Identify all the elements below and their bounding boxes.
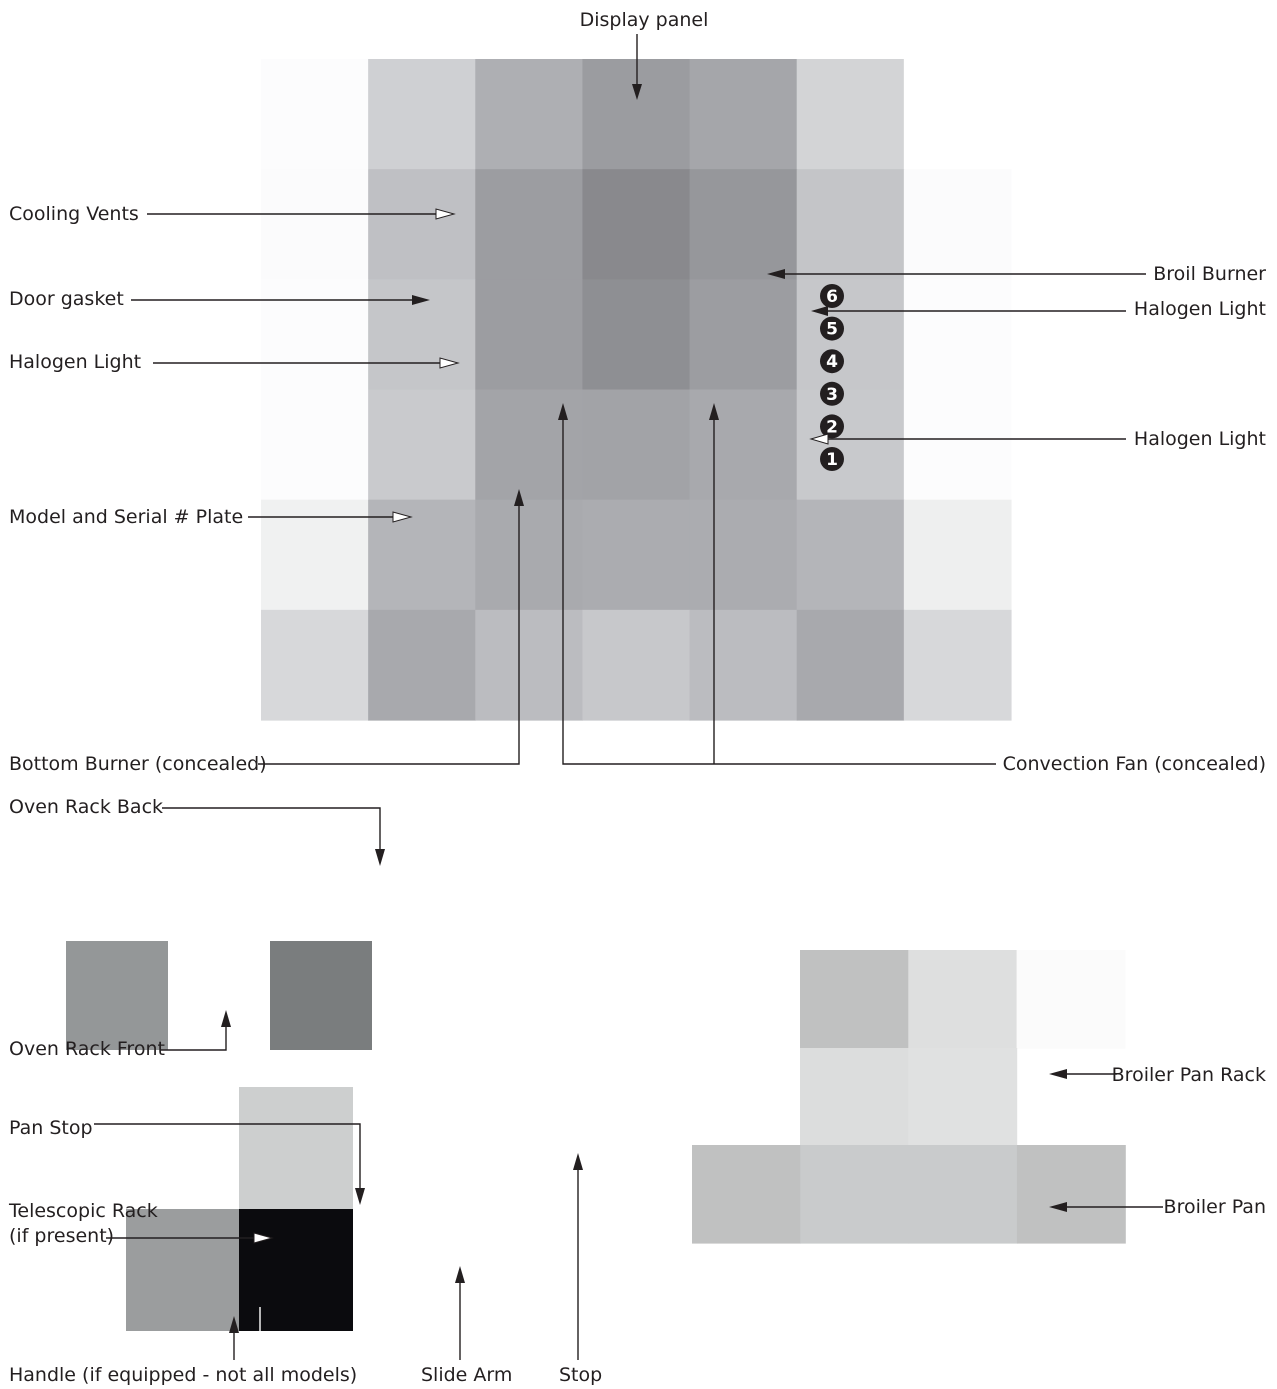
oven-tile xyxy=(261,609,369,721)
svg-text:6: 6 xyxy=(826,287,838,307)
label-halogen-light-right-top: Halogen Light xyxy=(1134,298,1266,320)
oven-tile xyxy=(903,389,1012,501)
oven-tile xyxy=(368,59,476,170)
rack-position-badge: 4 xyxy=(820,349,844,374)
oven-tile xyxy=(796,279,905,391)
oven-tile xyxy=(261,279,369,391)
oven-tile xyxy=(582,279,691,391)
oven-tile xyxy=(796,169,905,280)
label-pan-stop: Pan Stop xyxy=(9,1117,93,1139)
label-halogen-light-right-bottom: Halogen Light xyxy=(1134,428,1266,450)
svg-text:4: 4 xyxy=(826,352,838,372)
label-oven-rack-back: Oven Rack Back xyxy=(9,796,163,818)
telescopic-rack-image-left xyxy=(126,1209,239,1331)
broiler-tile xyxy=(1016,950,1126,1049)
broiler-tile xyxy=(908,950,1018,1049)
label-broiler-pan: Broiler Pan xyxy=(1164,1196,1266,1218)
label-halogen-light-left: Halogen Light xyxy=(9,351,141,373)
oven-tile xyxy=(368,389,476,501)
label-broil-burner: Broil Burner xyxy=(1153,263,1266,285)
oven-tile xyxy=(261,499,369,611)
label-broiler-pan-rack: Broiler Pan Rack xyxy=(1112,1064,1266,1086)
telescopic-rack-image-top xyxy=(239,1087,353,1209)
oven-tile xyxy=(796,389,905,501)
oven-rack-image-left xyxy=(66,941,168,1050)
telescopic-rack-image-right xyxy=(239,1209,353,1331)
oven-tile xyxy=(796,59,905,170)
label-slide-arm: Slide Arm xyxy=(421,1364,512,1386)
oven-tile xyxy=(475,499,584,611)
broiler-tile xyxy=(800,950,909,1049)
label-telescopic-rack: Telescopic Rack xyxy=(8,1200,158,1222)
oven-tile xyxy=(903,59,1012,170)
oven-image xyxy=(261,59,1012,721)
broiler-tile xyxy=(1016,1145,1126,1244)
broiler-tile xyxy=(800,1145,910,1244)
oven-tile xyxy=(582,499,691,611)
label-telescopic-rack-note: (if present) xyxy=(9,1225,114,1247)
oven-tile xyxy=(261,389,369,501)
rack-position-badge: 5 xyxy=(820,316,844,341)
rack-position-badge: 3 xyxy=(820,381,844,406)
oven-tile xyxy=(689,499,798,611)
oven-tile xyxy=(475,59,584,170)
label-door-gasket: Door gasket xyxy=(9,288,124,310)
label-oven-rack-front: Oven Rack Front xyxy=(9,1038,165,1060)
oven-tile xyxy=(689,169,798,280)
oven-tile xyxy=(903,499,1012,611)
oven-tile xyxy=(689,389,798,501)
oven-tile xyxy=(796,499,905,611)
rack-position-badge: 1 xyxy=(820,447,844,471)
oven-tile xyxy=(475,609,584,721)
oven-tile xyxy=(689,279,798,391)
svg-text:5: 5 xyxy=(826,320,838,340)
svg-text:2: 2 xyxy=(826,417,838,437)
oven-tile xyxy=(582,169,691,280)
oven-tile xyxy=(796,609,905,721)
oven-tile xyxy=(689,59,798,170)
oven-tile xyxy=(903,609,1012,721)
leader-lines xyxy=(94,34,1163,1360)
broiler-tile xyxy=(908,1145,1018,1244)
label-handle: Handle (if equipped - not all models) xyxy=(9,1364,357,1386)
label-model-serial-plate: Model and Serial # Plate xyxy=(9,506,243,528)
oven-tile xyxy=(903,169,1012,280)
oven-tile xyxy=(582,609,691,721)
svg-text:3: 3 xyxy=(826,385,838,405)
label-display-panel: Display panel xyxy=(580,9,709,31)
broiler-tile xyxy=(800,1048,909,1146)
broiler-pan-image xyxy=(692,950,1126,1244)
oven-tile xyxy=(475,279,584,391)
oven-tile xyxy=(261,169,369,280)
label-stop: Stop xyxy=(559,1364,602,1386)
label-cooling-vents: Cooling Vents xyxy=(9,203,139,225)
oven-rack-image-right xyxy=(270,941,372,1050)
oven-tile xyxy=(261,59,369,170)
label-bottom-burner: Bottom Burner (concealed) xyxy=(9,753,267,775)
oven-tile xyxy=(368,499,476,611)
oven-tile xyxy=(368,609,476,721)
oven-tile xyxy=(475,389,584,501)
oven-tile xyxy=(368,279,476,391)
oven-tile xyxy=(582,59,691,170)
oven-tile xyxy=(582,389,691,501)
broiler-tile xyxy=(908,1048,1018,1146)
oven-tile xyxy=(368,169,476,280)
oven-tile xyxy=(903,279,1012,391)
oven-tile xyxy=(475,169,584,280)
broiler-tile xyxy=(692,1145,801,1244)
rack-position-badge: 2 xyxy=(820,414,844,439)
rack-position-badge: 6 xyxy=(820,284,844,308)
oven-tile xyxy=(689,609,798,721)
label-convection-fan: Convection Fan (concealed) xyxy=(1003,753,1266,775)
svg-text:1: 1 xyxy=(826,450,838,470)
rack-position-badges: 6 5 4 3 2 1 xyxy=(820,284,844,471)
